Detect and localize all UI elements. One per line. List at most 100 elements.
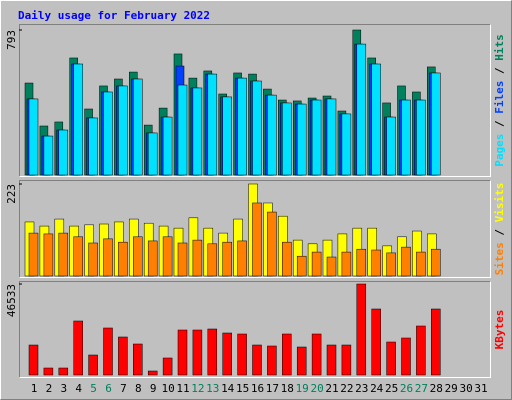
bar <box>237 333 247 376</box>
x-tick-label: 8 <box>135 382 142 395</box>
bar <box>43 367 54 376</box>
bar <box>103 238 113 277</box>
bar <box>58 232 69 277</box>
bar <box>177 84 188 176</box>
panel-bevel-light <box>19 281 491 378</box>
bar <box>88 117 98 176</box>
bar <box>177 242 188 277</box>
bar <box>431 248 441 277</box>
bar <box>267 94 277 176</box>
bar <box>282 333 292 376</box>
bar <box>118 336 128 376</box>
x-tick-label: 21 <box>325 382 338 395</box>
x-tick-label: 28 <box>430 382 443 395</box>
bar <box>296 255 307 277</box>
bar <box>118 241 128 277</box>
x-tick-label: 19 <box>296 382 309 395</box>
bar <box>356 248 367 277</box>
bar <box>356 43 367 176</box>
bar <box>43 135 54 176</box>
bar <box>133 236 143 277</box>
bar <box>267 345 277 376</box>
y-tick-label: 46533 <box>5 284 18 317</box>
bar <box>147 132 158 176</box>
panel-bevel-light <box>19 180 491 278</box>
x-tick-label: 22 <box>340 382 353 395</box>
x-tick-label: 1 <box>31 382 38 395</box>
bar <box>386 341 396 376</box>
x-tick-label: 23 <box>355 382 368 395</box>
bar <box>282 241 292 277</box>
legend: Sites / Visits <box>493 183 506 276</box>
legend-separator: / <box>493 61 506 81</box>
bar <box>162 116 173 176</box>
bar <box>282 102 292 176</box>
legend-separator: / <box>493 114 506 134</box>
legend-entry: Files <box>493 81 506 114</box>
bar <box>177 329 188 376</box>
bar <box>341 113 352 176</box>
y-tick-label: 223 <box>5 184 18 204</box>
bar <box>356 283 367 376</box>
bar <box>401 246 411 277</box>
bar <box>386 116 396 176</box>
bar <box>416 325 426 376</box>
x-tick-label: 2 <box>46 382 53 395</box>
bar <box>311 99 322 176</box>
x-tick-label: 6 <box>105 382 112 395</box>
bar <box>326 98 337 176</box>
bar <box>192 239 203 277</box>
x-tick-label: 26 <box>400 382 413 395</box>
legend-entry: Sites <box>493 242 506 275</box>
bar <box>222 332 232 376</box>
bar <box>311 251 322 277</box>
bar <box>88 354 98 376</box>
x-tick-label: 27 <box>415 382 428 395</box>
chart-title: Daily usage for February 2022 <box>18 9 210 22</box>
bar <box>222 96 232 176</box>
bar <box>431 308 441 376</box>
bar <box>133 78 143 176</box>
bar <box>207 328 218 376</box>
bar <box>58 129 69 176</box>
bar <box>371 249 381 277</box>
bar <box>222 241 232 277</box>
x-tick-label: 10 <box>161 382 174 395</box>
bar <box>401 337 411 376</box>
bar <box>162 357 173 376</box>
bar <box>43 233 54 277</box>
bar <box>416 99 426 176</box>
bar <box>28 98 39 176</box>
y-tick-label: 793 <box>5 30 18 50</box>
legend: KBytes <box>493 310 506 350</box>
bar <box>341 251 352 277</box>
bar <box>431 72 441 176</box>
bar <box>371 308 381 376</box>
bar <box>58 367 69 376</box>
bar <box>192 329 203 376</box>
x-tick-label: 15 <box>236 382 249 395</box>
bar <box>88 242 98 277</box>
x-tick-label: 13 <box>206 382 219 395</box>
bar <box>371 63 381 176</box>
bar <box>73 320 83 376</box>
bar <box>73 63 83 176</box>
bar <box>118 85 128 176</box>
x-tick-label: 18 <box>281 382 294 395</box>
x-tick-label: 9 <box>150 382 157 395</box>
bar <box>252 202 262 277</box>
bar <box>296 346 307 376</box>
bar <box>237 240 247 277</box>
bar <box>401 99 411 176</box>
bar <box>252 344 262 376</box>
bar <box>28 344 39 376</box>
bar <box>207 73 218 176</box>
x-tick-label: 16 <box>251 382 264 395</box>
x-tick-label: 14 <box>221 382 235 395</box>
bar <box>103 91 113 176</box>
bar <box>103 327 113 376</box>
x-tick-label: 17 <box>266 382 279 395</box>
bar <box>147 370 158 376</box>
legend-entry: Pages <box>493 134 506 167</box>
